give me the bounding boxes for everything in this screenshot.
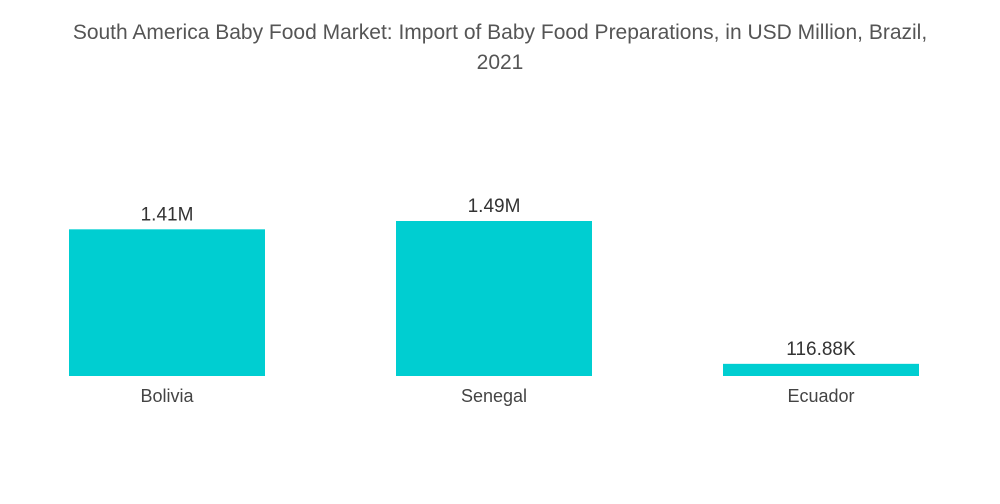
category-label-ecuador: Ecuador — [787, 386, 854, 406]
chart-title-line-1: South America Baby Food Market: Import o… — [72, 21, 928, 44]
bar-ecuador — [723, 363, 919, 376]
chart-title-line-2: 2021 — [476, 51, 524, 74]
bar-bolivia — [69, 229, 265, 376]
data-label-ecuador: 116.88K — [786, 339, 856, 360]
bar-senegal — [396, 221, 592, 376]
category-label-senegal: Senegal — [461, 386, 527, 406]
chart-title: South America Baby Food Market: Import o… — [0, 18, 1000, 78]
data-label-senegal: 1.49M — [468, 196, 521, 217]
bars-layer: 1.41M Bolivia 1.49M Senegal 116.88K Ecuador — [69, 196, 919, 406]
category-label-bolivia: Bolivia — [140, 386, 194, 406]
data-label-bolivia: 1.41M — [141, 204, 194, 225]
